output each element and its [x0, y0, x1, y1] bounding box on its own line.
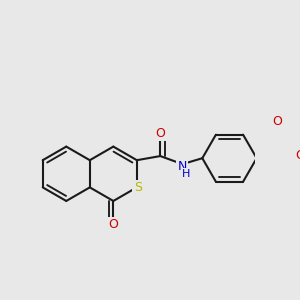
Text: O: O — [295, 149, 300, 162]
Text: N: N — [177, 160, 187, 173]
Text: S: S — [134, 181, 142, 194]
Text: H: H — [182, 169, 190, 179]
Text: O: O — [155, 127, 165, 140]
Text: O: O — [272, 115, 282, 128]
Text: O: O — [108, 218, 118, 231]
